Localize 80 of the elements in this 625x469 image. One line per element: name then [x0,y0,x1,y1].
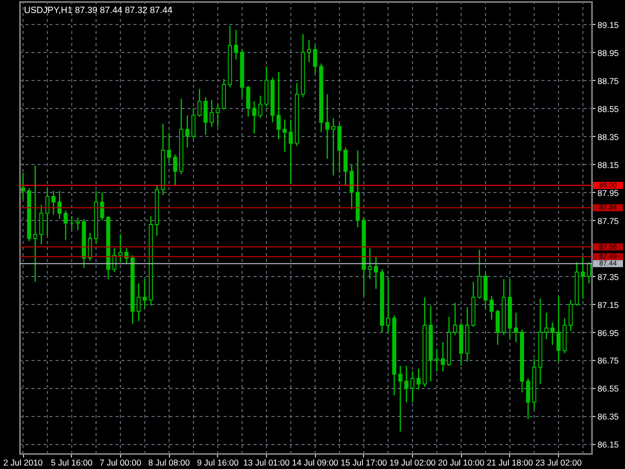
candlestick [440,341,445,372]
y-tick-label: 86.95 [598,328,620,338]
candlestick [118,234,122,263]
y-tick-label: 88.35 [598,132,620,142]
candlestick [374,256,378,290]
candlestick [100,192,104,221]
candlestick [197,88,202,118]
candlestick [64,210,68,240]
x-tick-label: 19 Jul 02:00 [389,458,436,468]
candlestick [264,66,268,108]
candlestick [386,277,390,333]
candlestick [410,370,415,403]
y-tick-label: 86.15 [598,440,620,450]
y-tick-label: 89.15 [598,20,620,30]
candlestick [210,99,214,128]
candlestick [404,365,408,403]
y-tick-label: 87.95 [598,188,620,198]
candlestick [258,95,262,119]
candlestick [222,78,226,110]
x-tick-label: 23 Jul 02:00 [535,458,582,468]
x-tick-label: 20 Jul 10:00 [438,458,485,468]
y-tick-label: 87.15 [598,300,620,310]
candlestick [185,114,190,148]
x-tick-label: 8 Jul 08:00 [148,458,190,468]
candlestick [368,248,372,280]
candlestick [550,322,554,346]
candlestick [586,262,592,284]
x-tick-label: 9 Jul 16:00 [196,458,239,468]
y-tick-label: 88.75 [598,76,620,86]
y-tick-label: 86.75 [598,356,620,366]
candlestick [331,118,336,176]
candlestick [313,44,318,74]
candlestick [276,71,281,140]
candlestick [45,188,50,236]
chart-title: USDJPY,H1 87.39 87.44 87.32 87.44 [24,5,172,15]
y-tick-label: 87.75 [598,216,620,226]
candlestick [306,39,312,63]
candlestick [216,104,220,128]
candlestick [453,302,458,336]
x-tick-label: 13 Jul 01:00 [243,458,290,468]
candlestick [514,312,518,343]
candlestick [496,309,500,346]
x-tick-label: 7 Jul 00:00 [100,458,142,468]
candlestick [246,85,250,118]
candlestick [580,256,585,300]
candlestick [167,132,172,164]
candlestick [416,368,421,390]
candlestick [51,190,56,216]
candlestick [490,295,494,320]
candlestick [434,348,439,372]
y-tick-label: 88.95 [598,48,620,58]
candlestick [350,164,354,210]
y-tick-label: 86.35 [598,412,620,422]
candlestick [526,378,530,420]
candlestick [142,278,147,310]
y-tick-label: 88.15 [598,160,620,170]
x-tick-label: 2 Jul 2010 [3,458,43,468]
x-tick-label: 14 Jul 09:00 [292,458,339,468]
y-tick-label: 87.35 [598,272,620,282]
x-tick-label: 15 Jul 17:00 [340,458,388,468]
candlestick [234,29,238,60]
y-tick-label: 88.55 [598,104,620,114]
candlestick [204,96,208,136]
candlestick [477,249,482,300]
candlestick [556,295,561,362]
candlestick [173,154,178,186]
candlestick [191,108,196,140]
x-tick-label: 5 Jul 16:00 [50,458,93,468]
candlestick [252,100,256,134]
candlestick [20,172,26,200]
candlestick [76,216,80,231]
candlestick [58,190,62,220]
candlestick [344,146,348,186]
candlestick [136,282,141,322]
candlestick [544,312,548,340]
candlestick [398,365,402,432]
y-tick-label: 86.55 [598,384,620,394]
candlestick [337,123,342,174]
x-tick-label: 21 Jul 18:00 [486,458,534,468]
candlestick [483,272,488,310]
